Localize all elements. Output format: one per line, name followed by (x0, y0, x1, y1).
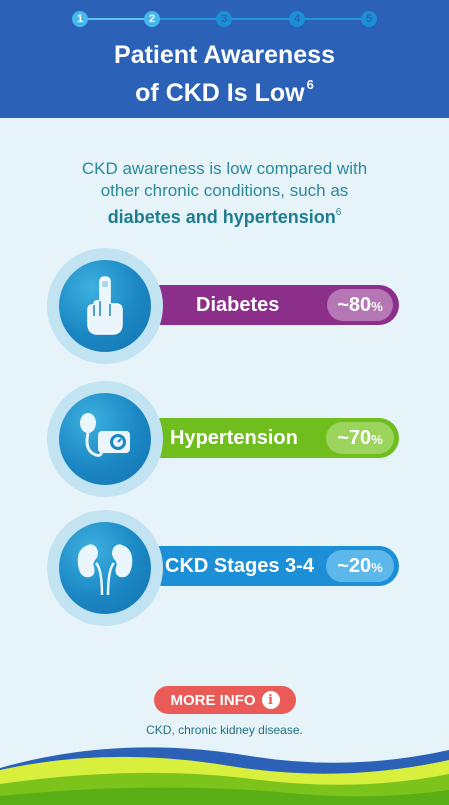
condition-hypertension-bar: Hypertension ~70% (150, 418, 399, 458)
header-banner: 1 2 3 4 5 Patient Awareness of CKD Is Lo… (0, 0, 449, 118)
condition-hypertension-badge: ~70% (326, 422, 394, 454)
intro-line2: other chronic conditions, such as (100, 181, 349, 200)
condition-ckd-bar: CKD Stages 3-4 ~20% (150, 546, 399, 586)
progress-step-2[interactable]: 2 (144, 11, 160, 27)
blood-pressure-monitor-icon (80, 413, 130, 457)
condition-diabetes-icon-ring (47, 248, 163, 364)
condition-ckd-icon-disc (59, 522, 151, 614)
condition-hypertension-icon-ring (47, 381, 163, 497)
intro-text: CKD awareness is low compared with other… (20, 158, 429, 229)
progress-step-3[interactable]: 3 (216, 11, 232, 27)
intro-line1: CKD awareness is low compared with (81, 159, 368, 178)
condition-diabetes-icon-disc (59, 260, 151, 352)
more-info-button[interactable]: MORE INFO i (154, 686, 296, 714)
info-icon: i (261, 691, 280, 709)
condition-diabetes-badge: ~80% (327, 289, 393, 321)
condition-hypertension-value: ~70 (337, 427, 372, 449)
condition-hypertension-icon-disc (59, 393, 151, 485)
footnote: CKD, chronic kidney disease. (146, 723, 303, 737)
condition-hypertension-unit: % (371, 432, 383, 447)
condition-ckd-icon-ring (47, 510, 163, 626)
kidneys-icon (77, 544, 133, 596)
condition-hypertension-label: Hypertension (170, 427, 298, 449)
intro-reference: 6 (335, 207, 342, 218)
intro-bold-text: diabetes and hypertension (107, 207, 336, 227)
condition-ckd-value: ~20 (337, 555, 372, 577)
condition-diabetes-value: ~80 (337, 294, 372, 316)
condition-diabetes-bar: Diabetes ~80% (150, 285, 399, 325)
progress-step-1[interactable]: 1 (72, 11, 88, 27)
page-title-line1: Patient Awareness (114, 41, 335, 69)
progress-step-5[interactable]: 5 (361, 11, 377, 27)
page-title-line2: of CKD Is Low 6 (0, 70, 449, 108)
condition-diabetes-label: Diabetes (196, 294, 280, 316)
condition-ckd-badge: ~20% (326, 550, 394, 582)
more-info-label: MORE INFO (170, 691, 256, 709)
progress-track-completed (80, 18, 152, 20)
page-title-line2-text: of CKD Is Low (135, 79, 305, 107)
progress-step-4[interactable]: 4 (289, 11, 305, 27)
decorative-waves (0, 747, 449, 805)
condition-diabetes-unit: % (371, 299, 383, 314)
page-title-reference: 6 (306, 77, 314, 92)
progress-stepper: 1 2 3 4 5 (0, 0, 449, 38)
condition-ckd-unit: % (371, 560, 383, 575)
page-title: Patient Awareness of CKD Is Low 6 (0, 40, 449, 108)
condition-ckd-label: CKD Stages 3-4 (165, 555, 314, 577)
raised-finger-icon (87, 276, 123, 335)
